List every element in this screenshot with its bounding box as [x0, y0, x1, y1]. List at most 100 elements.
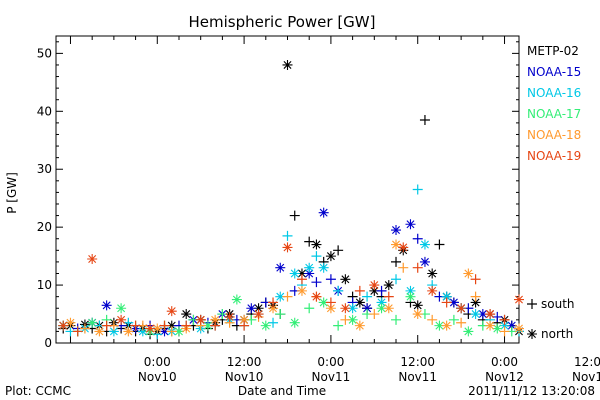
- data-point-north: [485, 309, 496, 320]
- data-point-south: [434, 239, 445, 250]
- data-point-south: [325, 297, 336, 308]
- data-point-north: [210, 314, 221, 325]
- data-point-north: [376, 303, 387, 314]
- data-point-south: [391, 314, 402, 325]
- series-noaa-19: [58, 242, 524, 337]
- data-point-north: [362, 303, 373, 314]
- data-point-north: [412, 300, 423, 311]
- data-point-north: [405, 219, 416, 230]
- data-point-north: [275, 291, 286, 302]
- data-point-north: [470, 297, 481, 308]
- data-point-south: [268, 317, 279, 328]
- x-tick-date-label: Nov12: [572, 370, 600, 384]
- data-point-south: [311, 251, 322, 262]
- data-point-north: [195, 314, 206, 325]
- x-tick-date-label: Nov11: [398, 370, 437, 384]
- data-point-north: [427, 268, 438, 279]
- y-tick-label: 50: [37, 46, 52, 60]
- data-point-north: [340, 274, 351, 285]
- data-point-north: [65, 317, 76, 328]
- data-point-south: [448, 314, 459, 325]
- data-point-north: [87, 317, 98, 328]
- data-point-north: [405, 285, 416, 296]
- data-point-north: [347, 314, 358, 325]
- data-point-south: [470, 274, 481, 285]
- data-point-north: [108, 326, 119, 337]
- plot-area: 010203040500:00Nov1012:00Nov100:00Nov111…: [37, 35, 600, 384]
- data-point-north: [463, 268, 474, 279]
- data-point-south: [325, 274, 336, 285]
- data-point-south: [391, 256, 402, 267]
- data-point-south: [340, 314, 351, 325]
- data-point-north: [239, 314, 250, 325]
- data-point-north: [427, 285, 438, 296]
- marker-legend-label: north: [541, 327, 573, 341]
- data-point-south: [369, 309, 380, 320]
- data-point-south: [72, 326, 83, 337]
- data-point-north: [477, 309, 488, 320]
- data-point-north: [318, 207, 329, 218]
- data-point-north: [470, 309, 481, 320]
- data-point-south: [123, 317, 134, 328]
- x-tick-date-label: Nov12: [485, 370, 524, 384]
- data-point-north: [391, 239, 402, 250]
- data-point-north: [485, 320, 496, 331]
- data-point-south: [419, 114, 430, 125]
- data-point-north: [405, 291, 416, 302]
- data-point-south: [376, 285, 387, 296]
- data-point-north: [354, 320, 365, 331]
- data-point-south: [354, 285, 365, 296]
- data-point-north: [166, 306, 177, 317]
- y-axis-label: P [GW]: [5, 172, 19, 214]
- data-point-north: [506, 320, 517, 331]
- series-noaa-16: [65, 184, 524, 340]
- data-point-north: [166, 320, 177, 331]
- data-point-south: [441, 297, 452, 308]
- data-point-north: [514, 294, 524, 305]
- data-point-north: [311, 239, 322, 250]
- data-point-south: [79, 323, 90, 334]
- data-point-south: [181, 320, 192, 331]
- data-point-south: [333, 285, 344, 296]
- marker-legend: south north: [527, 297, 575, 341]
- data-point-south: [398, 262, 409, 273]
- legend-symbol-plus: [527, 299, 537, 309]
- data-point-south: [166, 326, 177, 337]
- legend-entry: NOAA-16: [527, 86, 581, 100]
- data-point-north: [448, 297, 459, 308]
- data-point-north: [253, 303, 264, 314]
- data-point-south: [456, 317, 467, 328]
- x-tick-time-label: 12:00: [400, 355, 435, 369]
- data-point-north: [463, 326, 474, 337]
- data-point-south: [304, 303, 315, 314]
- data-point-north: [456, 303, 467, 314]
- data-point-north: [354, 297, 365, 308]
- data-point-south: [101, 320, 112, 331]
- data-point-north: [87, 254, 98, 265]
- data-point-south: [282, 291, 293, 302]
- legend-entry: NOAA-19: [527, 149, 581, 163]
- footer-plot-credit: Plot: CCMC: [5, 384, 71, 398]
- x-tick-date-label: Nov10: [138, 370, 177, 384]
- legend-entry: NOAA-18: [527, 128, 581, 142]
- data-point-north: [383, 303, 394, 314]
- data-point-north: [181, 309, 192, 320]
- data-point-south: [130, 320, 141, 331]
- data-point-north: [231, 294, 242, 305]
- data-point-south: [470, 291, 481, 302]
- data-point-north: [383, 280, 394, 291]
- data-point-south: [333, 320, 344, 331]
- data-point-north: [398, 242, 409, 253]
- data-point-north: [260, 320, 271, 331]
- y-tick-label: 10: [37, 278, 52, 292]
- data-point-north: [369, 280, 380, 291]
- data-point-north: [116, 314, 127, 325]
- data-point-north: [318, 297, 329, 308]
- data-point-north: [101, 300, 112, 311]
- data-point-north: [123, 326, 134, 337]
- data-point-north: [347, 303, 358, 314]
- x-tick-time-label: 12:00: [574, 355, 600, 369]
- series-legend: METP-02 NOAA-15 NOAA-16 NOAA-17 NOAA-18 NOAA-…: [527, 44, 581, 163]
- x-tick-time-label: 0:00: [144, 355, 171, 369]
